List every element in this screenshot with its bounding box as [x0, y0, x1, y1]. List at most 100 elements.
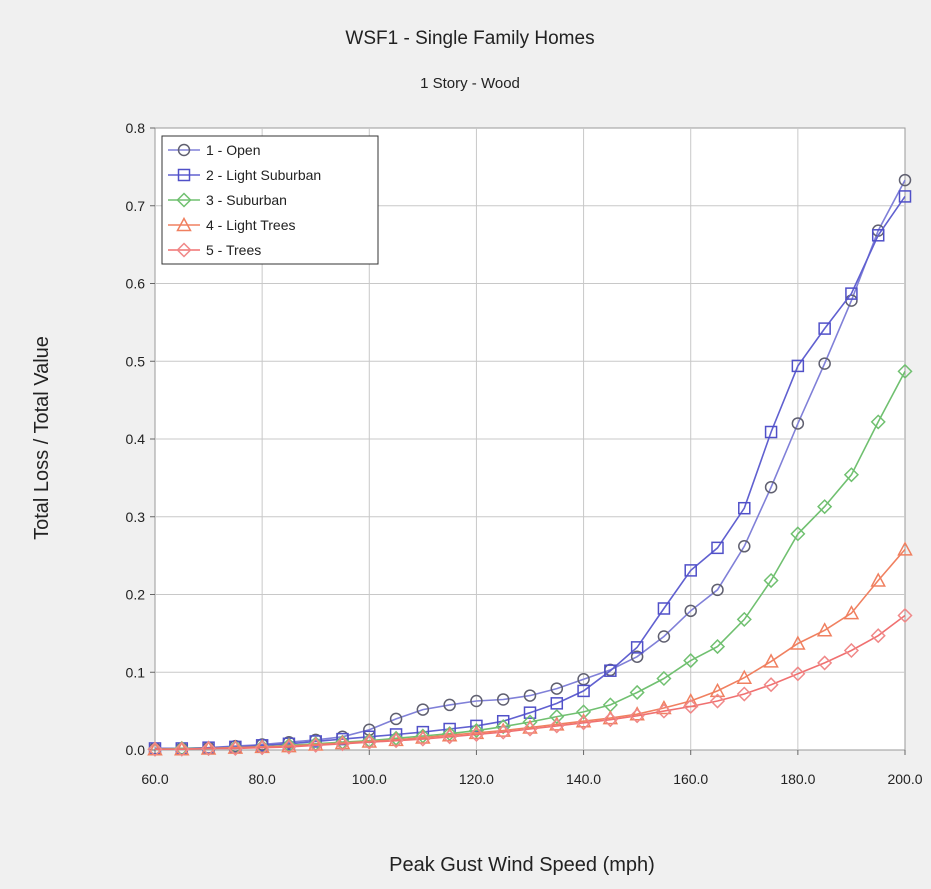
y-tick-label: 0.4	[126, 431, 146, 447]
legend-item: 1 - Open	[168, 142, 260, 158]
data-point	[281, 738, 297, 753]
data-point	[629, 708, 645, 724]
data-point	[817, 655, 833, 671]
data-point	[522, 719, 538, 734]
data-point	[550, 682, 564, 695]
data-point	[604, 664, 617, 677]
data-point	[764, 425, 778, 439]
data-point	[415, 731, 431, 747]
data-point	[147, 741, 163, 757]
y-tick-label: 0.3	[126, 509, 146, 525]
data-point	[684, 604, 697, 618]
data-point	[577, 684, 590, 698]
data-point	[468, 724, 485, 740]
data-point	[576, 704, 592, 720]
legend-label: 1 - Open	[206, 142, 260, 158]
data-point	[416, 703, 430, 716]
x-tick-label: 200.0	[887, 771, 922, 787]
data-point	[468, 726, 484, 743]
data-point	[309, 735, 322, 748]
data-point	[870, 628, 886, 644]
x-tick-label: 120.0	[459, 771, 494, 787]
data-point	[336, 732, 349, 746]
y-axis-label: Total Loss / Total Value	[31, 336, 53, 540]
data-point	[897, 607, 913, 624]
data-point	[763, 653, 779, 668]
legend-item: 4 - Light Trees	[168, 216, 296, 233]
data-point	[790, 666, 806, 682]
data-point	[602, 710, 619, 725]
data-point	[550, 697, 564, 710]
y-tick-label: 0.0	[126, 742, 146, 758]
data-point	[898, 190, 912, 203]
legend-marker	[176, 216, 192, 232]
data-point	[576, 715, 592, 731]
data-point	[817, 499, 833, 515]
data-point	[442, 729, 458, 745]
data-point	[495, 722, 511, 737]
y-tick-label: 0.8	[126, 120, 146, 136]
x-tick-label: 60.0	[141, 771, 168, 787]
data-point	[818, 357, 831, 370]
data-point	[657, 630, 671, 643]
data-point	[361, 734, 377, 750]
data-point	[791, 417, 805, 430]
legend-item: 3 - Suburban	[168, 192, 287, 208]
y-tick-label: 0.5	[126, 353, 146, 369]
y-tick-label: 0.2	[126, 587, 146, 603]
data-point	[816, 622, 833, 637]
data-point	[736, 611, 752, 627]
data-point	[495, 719, 511, 735]
data-point	[843, 605, 860, 620]
data-point	[843, 642, 859, 659]
data-point	[523, 689, 537, 702]
data-point	[334, 736, 351, 752]
data-point	[736, 669, 753, 684]
x-tick-label: 180.0	[780, 771, 815, 787]
data-point	[683, 653, 699, 669]
data-point	[711, 583, 724, 597]
data-point	[549, 709, 565, 725]
x-tick-label: 140.0	[566, 771, 601, 787]
y-tick-label: 0.1	[126, 664, 146, 680]
data-point	[522, 721, 538, 737]
chart-subtitle: 1 Story - Wood	[420, 75, 520, 92]
series-5	[147, 607, 913, 757]
data-point	[709, 693, 726, 709]
data-point	[790, 635, 806, 650]
legend-label: 2 - Light Suburban	[206, 167, 321, 183]
data-point	[549, 718, 565, 734]
data-point	[174, 741, 190, 757]
data-point	[763, 572, 779, 589]
x-tick-label: 160.0	[673, 771, 708, 787]
data-point	[897, 363, 913, 379]
legend-marker	[176, 192, 192, 208]
data-point	[791, 359, 805, 373]
data-point	[254, 740, 270, 756]
data-point	[281, 739, 297, 755]
data-point	[415, 729, 431, 744]
x-axis-label: Peak Gust Wind Speed (mph)	[389, 854, 655, 876]
data-point	[790, 526, 806, 542]
data-point	[470, 694, 483, 708]
data-point	[709, 639, 726, 655]
legend-item: 2 - Light Suburban	[168, 167, 321, 183]
legend-marker	[176, 242, 192, 258]
series-layer	[147, 173, 913, 757]
y-tick-label: 0.7	[126, 198, 146, 214]
data-point	[656, 670, 672, 687]
data-point	[738, 501, 751, 515]
x-tick-label: 80.0	[249, 771, 276, 787]
data-point	[495, 724, 511, 740]
data-point	[629, 684, 645, 701]
y-tick-label: 0.6	[126, 276, 146, 292]
legend: 1 - Open 2 - Light Suburban 3 - Suburban 4 …	[161, 135, 379, 265]
data-point	[711, 541, 724, 555]
data-point	[845, 287, 858, 300]
data-point	[308, 737, 324, 753]
data-point	[656, 703, 672, 719]
legend-label: 3 - Suburban	[206, 192, 287, 208]
data-point	[738, 540, 751, 553]
data-point	[227, 739, 244, 754]
